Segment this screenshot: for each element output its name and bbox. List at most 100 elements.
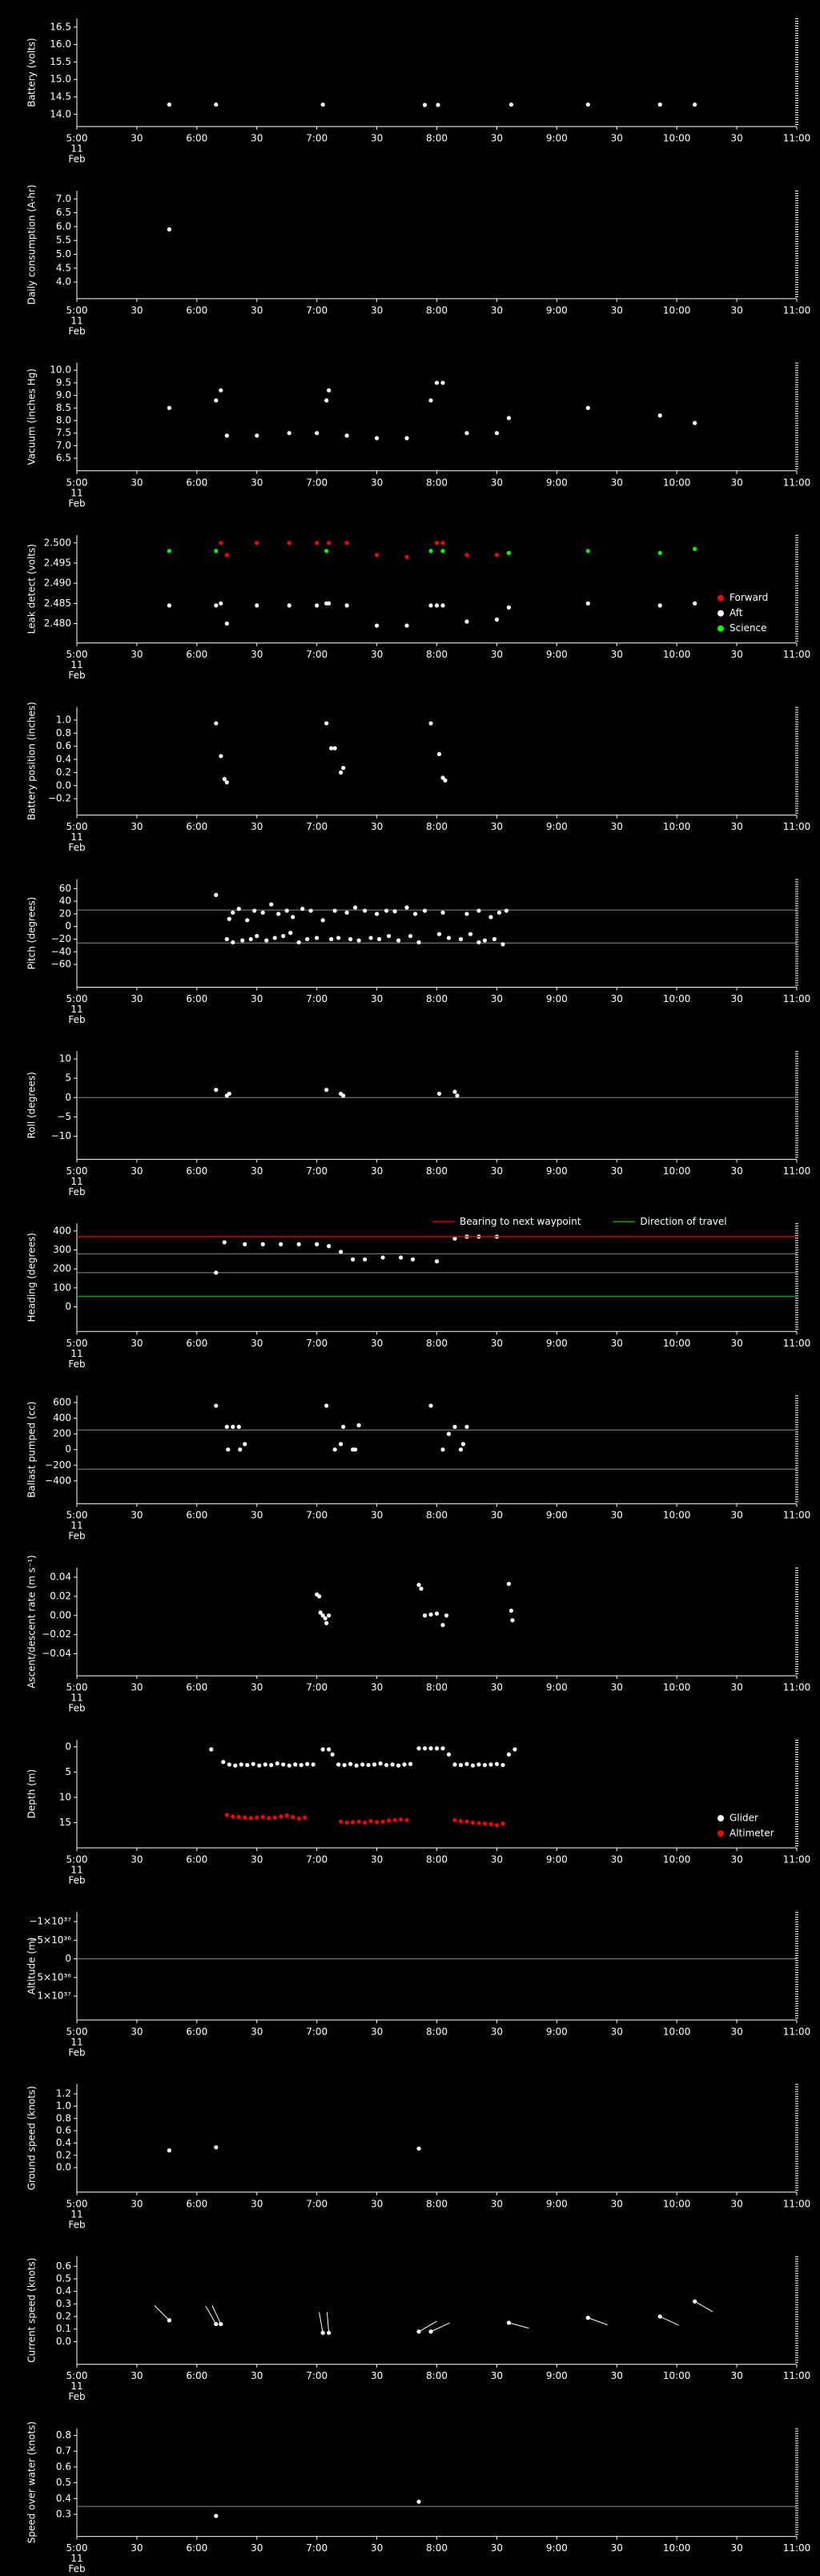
x-tick-label: 11:00 bbox=[783, 477, 811, 488]
data-point bbox=[248, 1816, 253, 1821]
data-point bbox=[224, 553, 229, 557]
data-point bbox=[272, 936, 277, 940]
y-tick-label: 8.5 bbox=[56, 402, 71, 413]
x-tick-label: 11:00 bbox=[783, 2370, 811, 2381]
y-tick-label: 9.0 bbox=[56, 389, 71, 400]
x-date-label: 11 bbox=[70, 2208, 82, 2220]
x-date-label: 11 bbox=[70, 2553, 82, 2564]
x-tick-label: 30 bbox=[131, 133, 143, 144]
x-tick-label: 30 bbox=[611, 993, 623, 1004]
data-point bbox=[353, 905, 358, 910]
data-point bbox=[255, 933, 259, 939]
data-point bbox=[356, 938, 361, 943]
chart-panel: Vacuum (inches Hg) 5:00 30 6:00 30 7:00 30 8:00… bbox=[26, 362, 811, 509]
data-point bbox=[585, 549, 590, 553]
x-date-label: Feb bbox=[68, 1358, 85, 1370]
x-tick-label: 30 bbox=[371, 2370, 383, 2381]
data-point bbox=[422, 103, 428, 107]
data-point bbox=[327, 1747, 332, 1752]
data-point bbox=[303, 1815, 308, 1820]
data-point bbox=[353, 1447, 358, 1452]
x-tick-label: 10:00 bbox=[663, 1338, 691, 1349]
data-point bbox=[372, 1762, 377, 1767]
data-point bbox=[428, 398, 433, 403]
x-date-label: 11 bbox=[70, 1348, 82, 1359]
data-point bbox=[243, 1242, 247, 1246]
data-point bbox=[396, 1763, 401, 1768]
x-tick-label: 30 bbox=[371, 821, 383, 832]
y-tick-label: −5 bbox=[57, 1111, 71, 1122]
x-tick-label: 30 bbox=[131, 821, 143, 832]
data-point bbox=[374, 623, 380, 628]
x-date-label: Feb bbox=[68, 670, 85, 681]
x-tick-label: 5:00 bbox=[66, 1854, 88, 1866]
data-point bbox=[363, 1820, 368, 1825]
data-point bbox=[404, 1817, 409, 1822]
y-axis-label: Roll (degrees) bbox=[26, 1072, 38, 1138]
data-point bbox=[416, 1746, 421, 1751]
data-point bbox=[428, 1746, 433, 1751]
data-point bbox=[305, 1761, 310, 1766]
y-tick-label: 5 bbox=[65, 1073, 71, 1084]
x-tick-label: 6:00 bbox=[186, 993, 207, 1004]
data-point bbox=[440, 603, 445, 608]
y-tick-label: 200 bbox=[53, 1428, 71, 1439]
x-date-label: 11 bbox=[70, 659, 82, 670]
x-tick-label: 10:00 bbox=[663, 133, 691, 144]
x-tick-label: 30 bbox=[611, 649, 623, 660]
x-tick-label: 8:00 bbox=[426, 133, 448, 144]
legend-marker bbox=[718, 610, 724, 617]
data-point bbox=[386, 1818, 392, 1823]
data-point bbox=[219, 754, 223, 759]
data-point bbox=[508, 1608, 513, 1613]
x-tick-label: 10:00 bbox=[663, 304, 691, 316]
chart-panel: Ascent/descent rate (m s⁻¹) 5:00 30 6:00 30 7… bbox=[26, 1555, 811, 1713]
data-point bbox=[284, 908, 289, 913]
data-point bbox=[356, 1819, 361, 1824]
data-point bbox=[336, 936, 341, 940]
data-point bbox=[255, 433, 259, 438]
data-point bbox=[311, 1762, 316, 1767]
x-tick-label: 30 bbox=[730, 1165, 742, 1177]
data-point bbox=[240, 938, 245, 943]
data-point bbox=[233, 1763, 238, 1768]
data-point bbox=[224, 621, 229, 626]
data-point bbox=[476, 1821, 481, 1825]
x-tick-label: 8:00 bbox=[426, 2542, 448, 2554]
data-point bbox=[245, 918, 250, 923]
data-point bbox=[284, 1813, 289, 1818]
data-point bbox=[464, 619, 469, 624]
x-date-label: Feb bbox=[68, 1186, 85, 1197]
data-point bbox=[443, 778, 448, 783]
x-tick-label: 5:00 bbox=[66, 1338, 88, 1349]
data-point bbox=[436, 932, 442, 936]
y-tick-label: 0.8 bbox=[56, 2429, 71, 2441]
data-point bbox=[446, 1752, 452, 1757]
data-point bbox=[422, 1613, 428, 1618]
y-tick-label: 15.0 bbox=[50, 74, 71, 85]
x-date-label: Feb bbox=[68, 497, 85, 509]
data-point bbox=[226, 1447, 231, 1452]
data-point bbox=[327, 388, 332, 392]
x-tick-label: 6:00 bbox=[186, 477, 207, 488]
x-tick-label: 5:00 bbox=[66, 2026, 88, 2037]
data-point bbox=[236, 1814, 241, 1820]
data-point bbox=[214, 1088, 219, 1093]
x-tick-label: 30 bbox=[491, 993, 503, 1004]
data-point bbox=[410, 1257, 416, 1262]
x-date-label: 11 bbox=[70, 2036, 82, 2047]
x-tick-label: 30 bbox=[131, 2370, 143, 2381]
x-tick-label: 7:00 bbox=[306, 2026, 328, 2037]
data-point bbox=[344, 1820, 349, 1825]
data-point bbox=[470, 1820, 476, 1825]
x-tick-label: 30 bbox=[730, 1510, 742, 1521]
data-point bbox=[263, 1762, 267, 1767]
x-tick-label: 30 bbox=[131, 1510, 143, 1521]
data-point bbox=[167, 603, 171, 608]
x-tick-label: 9:00 bbox=[546, 1682, 568, 1693]
y-tick-label: 0.6 bbox=[56, 2260, 71, 2272]
x-tick-label: 5:00 bbox=[66, 1682, 88, 1693]
data-point bbox=[482, 1821, 488, 1826]
x-tick-label: 30 bbox=[730, 477, 742, 488]
